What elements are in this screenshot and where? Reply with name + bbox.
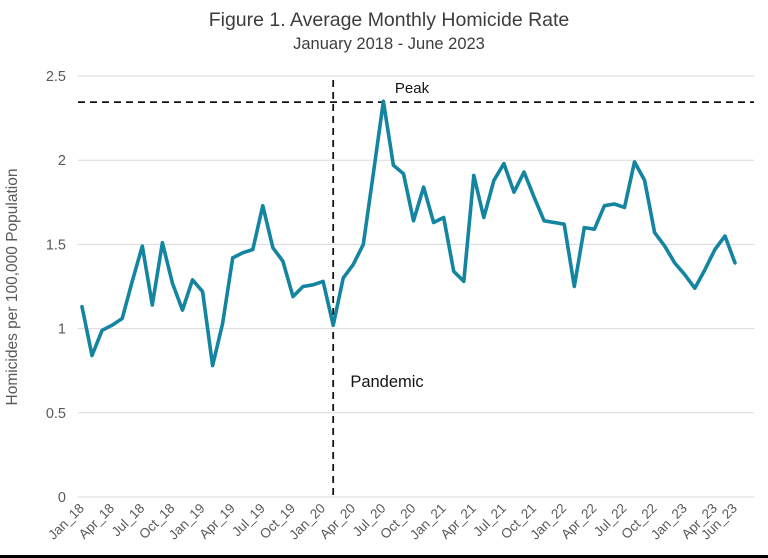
homicide-rate-line: [80, 99, 737, 368]
y-tick-label: 0.5: [46, 406, 66, 422]
data-series: [80, 99, 737, 368]
y-tick-label: 1.5: [46, 237, 66, 253]
chart-title: Figure 1. Average Monthly Homicide Rate: [209, 9, 570, 31]
y-axis-title: Homicides per 100,000 Population: [4, 169, 21, 406]
y-tick-label: 1: [58, 322, 66, 338]
peak-annotation-label: Peak: [395, 80, 430, 97]
y-tick-label: 2.5: [46, 69, 66, 85]
gridlines: [78, 75, 754, 498]
chart-subtitle: January 2018 - June 2023: [293, 35, 485, 53]
window-bottom-edge: [0, 555, 768, 558]
x-tick-labels: Jan_18Apr_18Jul_18Oct_18Jan_19Apr_19Jul_…: [45, 501, 740, 543]
y-tick-label: 2: [58, 153, 66, 169]
pandemic-annotation-label: Pandemic: [350, 373, 423, 391]
annotation-lines: [78, 80, 754, 497]
y-tick-label: 0: [58, 490, 66, 506]
y-tick-labels: 0 0.5 1 1.5 2 2.5: [46, 69, 66, 506]
